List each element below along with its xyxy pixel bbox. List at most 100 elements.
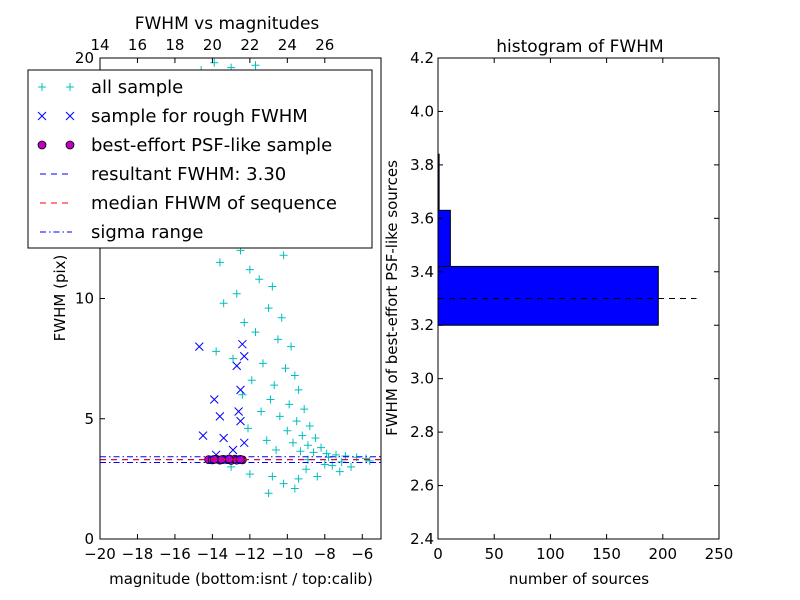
legend-marker (38, 83, 46, 91)
fwhm-vs-magnitude-chart: FWHM vs magnitudes −20 −18 −16 −14 −12 −10 −8−… (27, 14, 382, 588)
left-y-axis-label: FWHM (pix) (51, 255, 69, 342)
x-tick-label: −6 (351, 545, 373, 563)
data-point (257, 407, 266, 416)
x-tick-label: −16 (159, 545, 191, 563)
data-point (219, 433, 228, 443)
data-point (320, 460, 329, 469)
legend-marker (65, 111, 75, 121)
top-tick-label: 18 (165, 36, 184, 54)
data-point (247, 376, 256, 385)
data-point (277, 313, 286, 322)
data-point (198, 431, 208, 440)
right-y-axis-label: FWHM of best-effort PSF-like sources (383, 160, 401, 436)
histogram-bar (437, 265, 659, 326)
legend-marker (37, 140, 47, 150)
data-point (236, 385, 245, 395)
legend-marker (37, 111, 47, 121)
data-point (240, 318, 249, 327)
fwhm-histogram-chart: histogram of FWHM 0 50 100 150 200 250 2.4 2.6 2… (383, 37, 733, 588)
y-tick-label: 3.0 (410, 370, 434, 388)
data-point (335, 467, 344, 476)
data-point (305, 421, 314, 430)
legend: all sample sample for rough FWHM best-effo… (27, 69, 373, 249)
y-tick-label: 5 (84, 410, 94, 428)
y-tick-label: 3.8 (410, 156, 434, 174)
data-point (281, 364, 290, 373)
y-tick-label: 2.6 (410, 477, 434, 495)
right-plot-frame (437, 57, 720, 540)
data-point (273, 335, 282, 344)
data-point (275, 412, 284, 421)
legend-marker (66, 83, 74, 91)
y-tick-label: 3.4 (410, 263, 434, 281)
data-point (236, 416, 245, 426)
data-point (294, 474, 303, 483)
legend-label: all sample (91, 77, 183, 98)
y-tick-label: 20 (75, 49, 94, 67)
top-tick-label: 24 (278, 36, 297, 54)
data-point (232, 289, 241, 298)
data-point (229, 354, 238, 363)
data-point (239, 438, 249, 448)
top-tick-label: 22 (240, 36, 259, 54)
data-point (347, 462, 356, 471)
legend-entry: resultant FWHM: 3.30 (40, 164, 286, 185)
data-point (228, 445, 238, 455)
data-point (234, 407, 243, 416)
data-point (270, 381, 279, 390)
data-point (243, 424, 252, 433)
data-point (245, 470, 254, 479)
x-tick-label: −12 (234, 545, 266, 563)
data-point (239, 351, 249, 361)
legend-entry: best-effort PSF-like sample (37, 135, 332, 156)
left-chart-title: FWHM vs magnitudes (135, 14, 320, 34)
data-point (268, 472, 277, 481)
data-point (264, 489, 273, 498)
data-point (266, 395, 275, 404)
data-point (215, 258, 224, 267)
top-tick-label: 14 (90, 36, 109, 54)
data-point (290, 371, 299, 380)
data-point (300, 405, 309, 414)
data-point (251, 61, 260, 70)
data-point (212, 347, 221, 356)
y-tick-label: 0 (84, 530, 94, 548)
data-point (287, 342, 296, 351)
x-tick-label: 0 (433, 545, 443, 563)
x-tick-label: −20 (84, 545, 116, 563)
data-point (288, 438, 297, 447)
x-tick-label: −14 (197, 545, 229, 563)
left-x-axis-label: magnitude (bottom:isnt / top:calib) (109, 570, 373, 588)
data-point (268, 282, 277, 291)
data-point (309, 448, 318, 457)
data-point (262, 436, 271, 445)
data-point (290, 484, 299, 493)
data-point (365, 456, 374, 465)
data-point (303, 441, 312, 450)
data-point (313, 472, 322, 481)
data-point (279, 251, 288, 260)
x-tick-label: 50 (485, 545, 504, 563)
top-tick-label: 16 (128, 36, 147, 54)
y-tick-label: 3.2 (410, 316, 434, 334)
data-point (279, 479, 288, 488)
legend-box (27, 69, 373, 249)
data-point (219, 299, 228, 308)
data-point (296, 447, 305, 456)
y-tick-label: 10 (75, 290, 94, 308)
x-tick-label: 200 (648, 545, 677, 563)
legend-entry: sigma range (40, 222, 203, 243)
data-point (317, 443, 326, 452)
data-point (238, 339, 247, 349)
data-point (232, 361, 242, 371)
data-point (292, 417, 301, 426)
data-point (209, 395, 219, 404)
y-tick-label: 2.8 (410, 423, 434, 441)
legend-entry: sample for rough FWHM (37, 106, 308, 127)
legend-entry: median FHWM of sequence (40, 193, 337, 214)
legend-label: median FHWM of sequence (91, 193, 337, 214)
top-tick-label: 20 (203, 36, 222, 54)
x-tick-label: −18 (122, 545, 154, 563)
